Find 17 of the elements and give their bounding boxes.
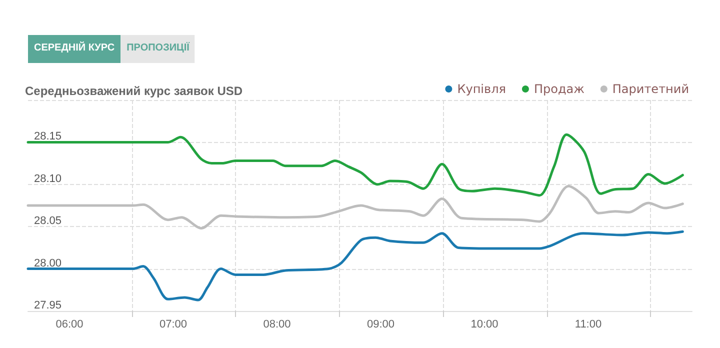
y-tick-label: 28.10	[34, 172, 62, 185]
text: СЕРЕДНІЙ КУРС	[34, 40, 115, 54]
chart-title: Середньозважений курс заявок USD	[25, 84, 243, 98]
legend-label: Купівля	[457, 82, 506, 96]
x-tick-label: 11:00	[574, 318, 602, 330]
x-tick-label: 09:00	[366, 318, 395, 330]
x-tick-label: 07:00	[159, 318, 188, 330]
y-tick-label: 28.15	[34, 130, 62, 143]
x-tick-label: 10:00	[470, 318, 498, 330]
x-tick-label: 06:00	[56, 318, 84, 330]
legend-label: Продаж	[534, 82, 585, 96]
y-tick-label: 28.00	[34, 257, 62, 270]
y-tick-label: 27.95	[34, 300, 62, 312]
y-tick-label: 28.05	[34, 215, 62, 228]
legend-label: Паритетний	[612, 82, 690, 96]
text: ПРОПОЗИЦІЇ	[126, 42, 190, 54]
x-tick-label: 08:00	[263, 318, 291, 330]
